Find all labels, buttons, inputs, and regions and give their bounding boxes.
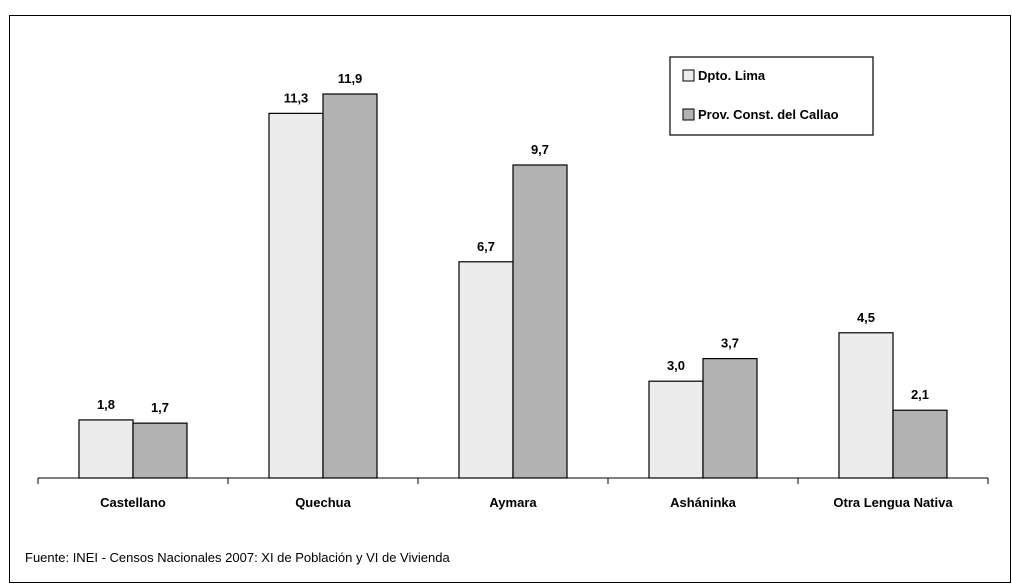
data-label: 11,3 [284, 90, 309, 105]
bar-prov-callao [702, 358, 758, 479]
legend-label: Dpto. Lima [698, 68, 766, 83]
x-tick-label: Quechua [295, 495, 351, 510]
legend-box [669, 56, 874, 136]
bar-dpto-lima [78, 419, 134, 479]
data-label: 3,7 [721, 336, 739, 351]
bar-dpto-lima [268, 112, 324, 479]
data-label: 1,8 [97, 397, 115, 412]
x-tick-label: Asháninka [670, 495, 737, 510]
bar-prov-callao [892, 409, 948, 479]
data-label: 4,5 [857, 310, 875, 325]
legend-swatch [682, 108, 695, 121]
x-tick-label: Otra Lengua Nativa [833, 495, 953, 510]
data-label: 9,7 [531, 142, 549, 157]
bar-dpto-lima [648, 380, 704, 479]
legend-label: Prov. Const. del Callao [698, 107, 839, 122]
source-note: Fuente: INEI - Censos Nacionales 2007: X… [25, 550, 450, 565]
bar-prov-callao [132, 422, 188, 479]
data-label: 3,0 [667, 358, 685, 373]
data-label: 1,7 [151, 400, 169, 415]
data-label: 11,9 [338, 71, 363, 86]
data-label: 6,7 [477, 239, 495, 254]
x-tick-label: Aymara [489, 495, 537, 510]
bar-prov-callao [512, 164, 568, 479]
x-tick-label: Castellano [100, 495, 166, 510]
bar-dpto-lima [838, 332, 894, 479]
legend-swatch [682, 69, 695, 82]
data-label: 2,1 [911, 387, 929, 402]
bar-dpto-lima [458, 261, 514, 479]
bar-prov-callao [322, 93, 378, 479]
